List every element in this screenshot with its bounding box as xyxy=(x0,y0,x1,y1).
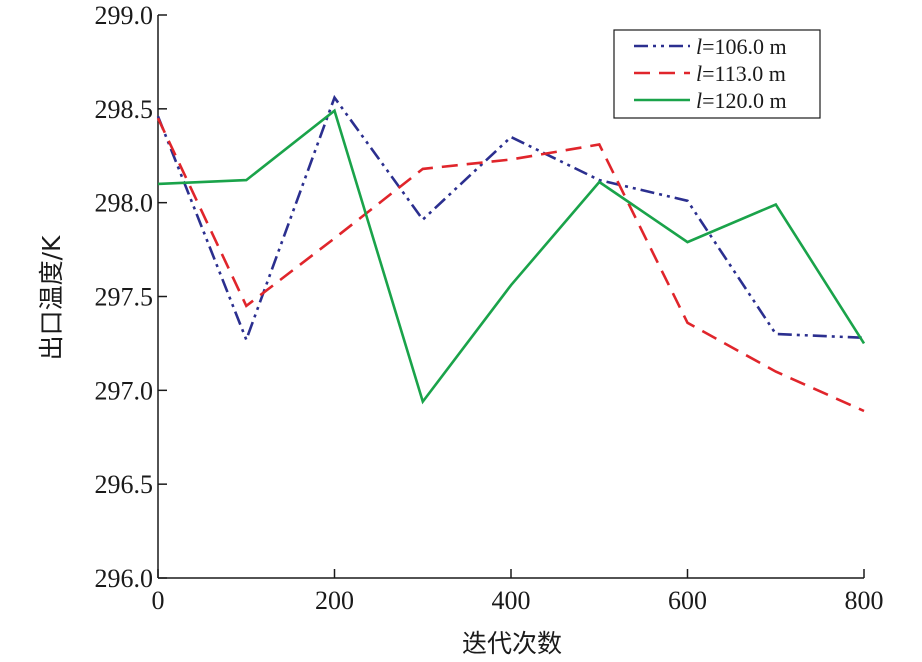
series-line xyxy=(156,94,865,344)
series-line xyxy=(157,108,866,405)
x-tick-label: 800 xyxy=(845,586,884,615)
x-tick-label: 400 xyxy=(492,586,531,615)
y-tick-label: 297.0 xyxy=(95,376,154,405)
x-axis-label: 迭代次数 xyxy=(462,629,562,658)
y-tick-label: 298.0 xyxy=(95,189,154,218)
y-tick-label: 297.5 xyxy=(95,283,154,312)
y-tick-label: 298.5 xyxy=(95,95,154,124)
y-tick-label: 296.5 xyxy=(95,470,154,499)
x-tick-label: 0 xyxy=(152,586,165,615)
legend-label: l=113.0 m xyxy=(696,61,786,86)
legend-label: l=120.0 m xyxy=(696,88,787,113)
y-tick-label: 296.0 xyxy=(95,564,154,593)
y-tick-label: 299.0 xyxy=(95,1,154,30)
x-tick-label: 600 xyxy=(668,586,707,615)
y-axis-label: 出口温度/K xyxy=(37,235,66,360)
legend: l=106.0 ml=113.0 ml=120.0 m xyxy=(613,29,821,119)
legend-label: l=106.0 m xyxy=(696,34,787,59)
axes: 296.0 296.5 297.0 297.5 298.0 298.5 299.0 0 200 4… xyxy=(95,1,884,615)
x-tick-label: 200 xyxy=(315,586,354,615)
series-layer xyxy=(156,94,866,413)
series-line xyxy=(156,117,865,413)
